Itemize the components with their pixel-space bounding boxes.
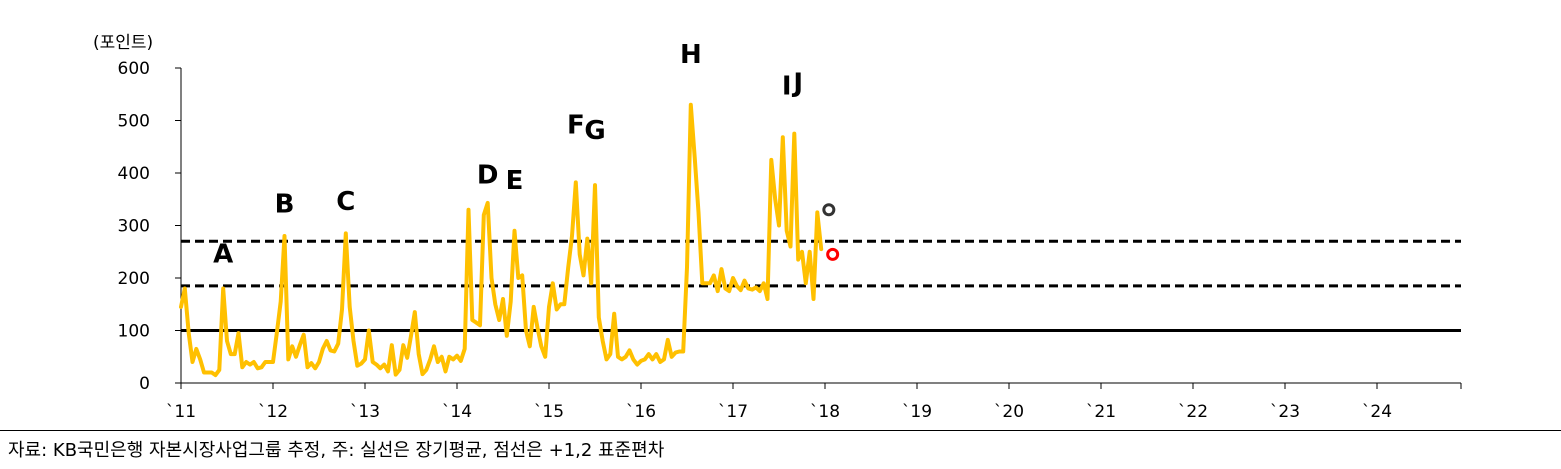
label-layer: A B C D E F G H I J (213, 40, 803, 270)
y-tick-label: 200 (118, 269, 150, 289)
x-tick-label: `12 (258, 402, 288, 422)
reference-lines (181, 239, 1461, 332)
x-tick-label: `15 (534, 402, 564, 422)
x-tick-label: `20 (994, 402, 1024, 422)
y-tick-label: 0 (139, 374, 150, 394)
marker-layer (822, 203, 840, 261)
x-tick-label: `23 (1270, 402, 1300, 422)
y-tick-label: 500 (118, 112, 150, 132)
x-tick-label: `17 (718, 402, 748, 422)
event-label: J (791, 69, 803, 99)
event-label: A (213, 239, 233, 269)
point-marker (822, 203, 836, 217)
x-tick-label: `11 (166, 402, 196, 422)
series-line (179, 102, 824, 378)
x-tick-label: `16 (626, 402, 656, 422)
event-label: D (477, 161, 499, 191)
y-tick-label: 400 (118, 164, 150, 184)
footer-rule (0, 430, 1561, 431)
event-label: C (336, 187, 355, 217)
x-tick-label: `19 (902, 402, 932, 422)
event-label: B (275, 189, 295, 219)
y-tick-label: 600 (118, 59, 150, 79)
event-label: G (584, 116, 605, 146)
series-layer (179, 102, 824, 378)
y-tick-label: 100 (118, 322, 150, 342)
chart: 0 100 200 300 400 500 600 (포인트) `11 `12 `13 `14 `15 `… (93, 33, 1462, 422)
x-tick-label: `21 (1086, 402, 1116, 422)
y-tick-label: 300 (118, 217, 150, 237)
axes: 0 100 200 300 400 500 600 (포인트) `11 `12 `13 `14 `15 `… (93, 33, 1462, 422)
x-tick-label: `18 (810, 402, 840, 422)
event-label: I (782, 71, 792, 101)
x-tick-label: `14 (442, 402, 472, 422)
source-note: 자료: KB국민은행 자본시장사업그룹 추정, 주: 실선은 장기평균, 점선은… (8, 440, 665, 461)
x-tick-label: `24 (1362, 402, 1392, 422)
event-label: E (506, 166, 524, 196)
event-label: H (680, 40, 702, 70)
point-marker (826, 247, 840, 261)
y-unit-label: (포인트) (93, 33, 153, 53)
event-label: F (567, 111, 585, 141)
x-tick-label: `13 (350, 402, 380, 422)
x-tick-label: `22 (1178, 402, 1208, 422)
